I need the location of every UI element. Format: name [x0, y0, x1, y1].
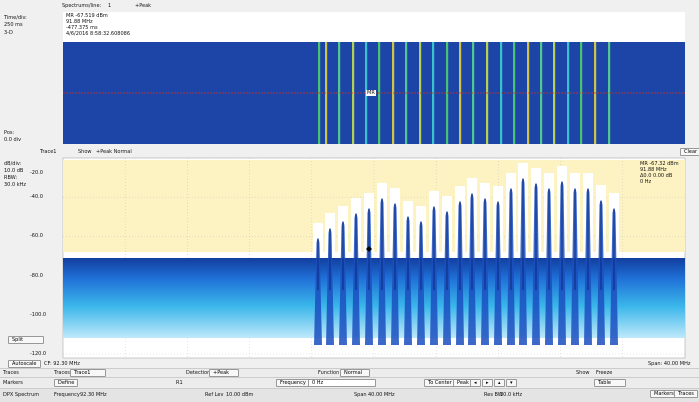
- y-tick-label: -60.0: [30, 233, 43, 239]
- label: RBW:: [4, 175, 17, 181]
- value: 40.00 MHz: [368, 392, 395, 398]
- checkbox[interactable]: 3-D: [4, 30, 13, 36]
- button[interactable]: ◂: [470, 379, 481, 387]
- y-tick-label: -80.0: [30, 273, 43, 279]
- button[interactable]: Define: [54, 379, 78, 387]
- value: 250 ms: [4, 22, 23, 28]
- label: Markers: [3, 380, 23, 386]
- value: 30.0 kHz: [4, 182, 26, 188]
- button[interactable]: To Center: [424, 379, 456, 387]
- plots: [0, 0, 699, 401]
- label: Frequency: [54, 392, 80, 398]
- label: Pos:: [4, 130, 14, 136]
- value: +Peak: [135, 3, 151, 9]
- label: Traces: [3, 370, 19, 376]
- noise-floor: [63, 258, 685, 338]
- label: Ref Lev: [205, 392, 223, 398]
- dropdown[interactable]: Frequency: [276, 379, 312, 387]
- y-tick-label: -40.0: [30, 194, 43, 200]
- button[interactable]: Autoscale: [8, 360, 41, 368]
- y-tick-label: -20.0: [30, 170, 43, 176]
- checkbox[interactable]: Freeze: [596, 370, 612, 376]
- dropdown[interactable]: Trace1: [70, 369, 106, 377]
- checkbox[interactable]: Show: [78, 149, 92, 155]
- label: DPX Spectrum: [3, 392, 39, 398]
- value: 0.0 div: [4, 137, 21, 143]
- value: 10.00 dBm: [226, 392, 253, 398]
- app: Time/div: 250 ms 3-D Pos: 0.0 div Spectr…: [0, 0, 699, 401]
- readout: 0 Hz: [640, 179, 651, 185]
- label: Detection: [186, 370, 210, 376]
- value: 1: [108, 3, 111, 9]
- button[interactable]: ▴: [494, 379, 505, 387]
- button[interactable]: ▸: [482, 379, 493, 387]
- label: dB/div:: [4, 161, 21, 167]
- spectrogram-header: [63, 12, 685, 42]
- value: 92.30 MHz: [80, 392, 107, 398]
- y-tick-label: -120.0: [30, 351, 46, 357]
- marker: MR: [366, 90, 376, 96]
- readout: 4/6/2016 8:58:32.608086: [66, 31, 130, 37]
- checkbox[interactable]: Show: [576, 370, 590, 376]
- dropdown[interactable]: Split: [8, 336, 44, 344]
- value: Span: 40.00 MHz: [648, 361, 690, 367]
- label: Time/div:: [4, 15, 27, 21]
- value: +Peak Normal: [96, 149, 132, 155]
- dropdown[interactable]: Normal: [340, 369, 370, 377]
- value: R1: [176, 380, 183, 386]
- value: 30.0 kHz: [500, 392, 522, 398]
- label: Traces: [54, 370, 70, 376]
- button[interactable]: Clear: [680, 148, 699, 156]
- value: CF: 92.30 MHz: [44, 361, 80, 367]
- input[interactable]: 0 Hz: [308, 379, 376, 387]
- button[interactable]: ▾: [506, 379, 517, 387]
- label: Spectrums/line:: [62, 3, 101, 9]
- dropdown[interactable]: +Peak: [209, 369, 239, 377]
- dropdown[interactable]: Trace1: [40, 149, 56, 155]
- value: 10.0 dB: [4, 168, 23, 174]
- button[interactable]: Table: [594, 379, 626, 387]
- label: Span: [354, 392, 367, 398]
- button[interactable]: Traces: [674, 390, 698, 398]
- y-tick-label: -100.0: [30, 312, 46, 318]
- label: Function: [318, 370, 339, 376]
